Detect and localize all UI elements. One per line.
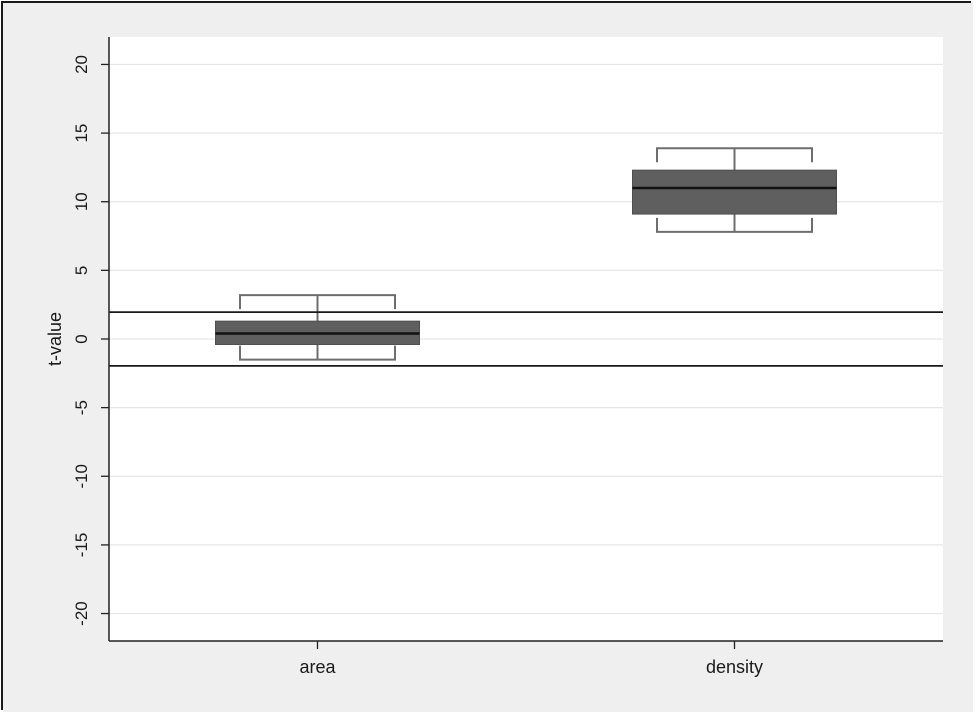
- y-tick-label: -5: [72, 400, 91, 415]
- y-axis-ticks: 20 15 10 5 0 -5 -10 -15 -20: [72, 55, 109, 626]
- y-tick-label: -20: [72, 601, 91, 626]
- y-tick-label: -15: [72, 533, 91, 558]
- reference-lines: [109, 311, 943, 367]
- box-series: [215, 147, 837, 361]
- whisker-cap-lower: [239, 345, 396, 361]
- y-tick-label: -10: [72, 464, 91, 489]
- whisker-cap-lower: [656, 217, 813, 233]
- y-tick-label: 20: [72, 55, 91, 74]
- x-axis-ticks: area density: [299, 641, 763, 677]
- y-tick-label: 5: [72, 266, 91, 275]
- whisker-cap-upper: [656, 147, 813, 163]
- x-tick-label: density: [706, 657, 763, 677]
- box-iqr: [632, 169, 837, 215]
- x-tick-label: area: [299, 657, 336, 677]
- y-tick-label: 15: [72, 124, 91, 143]
- box-plot-chart: 20 15 10 5 0 -5 -10 -15 -20 area density t-value: [3, 3, 973, 712]
- y-axis-label: t-value: [45, 312, 65, 366]
- y-tick-label: 0: [72, 334, 91, 343]
- box-density: [632, 147, 837, 233]
- whisker-cap-upper: [239, 294, 396, 310]
- y-tick-label: 10: [72, 192, 91, 211]
- box-area: [215, 294, 420, 361]
